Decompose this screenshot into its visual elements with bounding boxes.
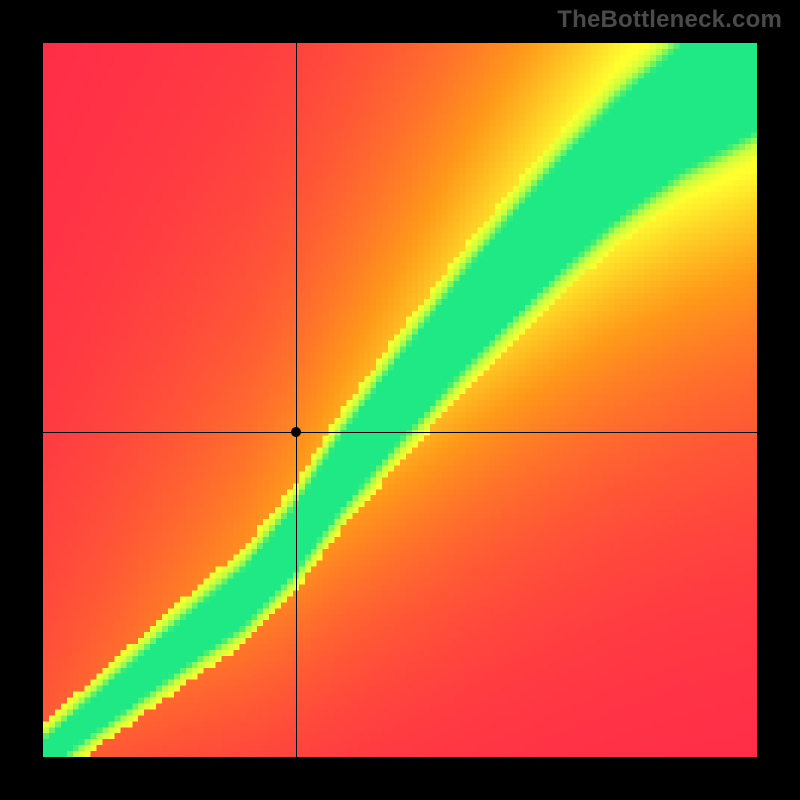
heatmap-frame xyxy=(43,43,757,757)
chart-container: TheBottleneck.com xyxy=(0,0,800,800)
crosshair-horizontal xyxy=(43,432,757,433)
heatmap-canvas xyxy=(43,43,757,757)
crosshair-marker xyxy=(291,427,301,437)
watermark-text: TheBottleneck.com xyxy=(557,6,782,34)
crosshair-vertical xyxy=(296,43,297,757)
